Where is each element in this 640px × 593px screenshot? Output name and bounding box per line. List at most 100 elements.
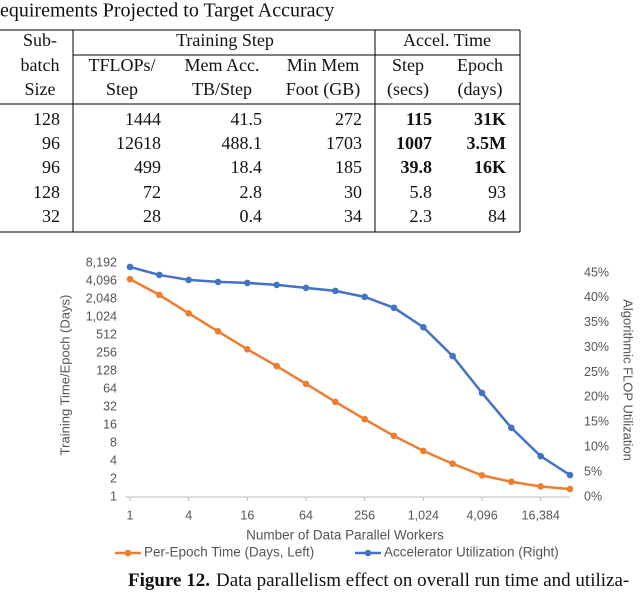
data-point	[214, 328, 222, 335]
table-cell: 28	[143, 206, 161, 226]
x-tick-label: 16,384	[522, 508, 560, 522]
y2-tick-label: 30%	[584, 340, 609, 354]
data-point	[508, 424, 515, 432]
table-cell: 30	[344, 182, 362, 202]
table-cell: 0.4	[240, 206, 263, 226]
legend-label: Per-Epoch Time (Days, Left)	[144, 545, 314, 560]
column-header: batch	[21, 55, 60, 75]
table-cell: 2.3	[410, 206, 433, 226]
y-tick-label: 128	[96, 363, 117, 377]
table-cell: 272	[335, 109, 362, 129]
y-tick-label: 4,096	[86, 273, 117, 287]
x-tick-label: 16	[240, 508, 254, 522]
table-cell: 115	[406, 109, 432, 129]
table-cell: 18.4	[231, 157, 263, 177]
data-point	[420, 323, 427, 331]
y-tick-label: 512	[96, 327, 117, 341]
table-rules	[0, 29, 521, 233]
table-cell: 84	[488, 206, 506, 226]
y-tick-label: 8	[110, 435, 117, 449]
table-cell: 5.8	[410, 182, 433, 202]
y2-tick-label: 20%	[584, 390, 609, 404]
table-cell: 1007	[396, 133, 432, 153]
data-point	[508, 478, 515, 486]
table-cell: 488.1	[222, 133, 263, 153]
table-cell: 3.5M	[467, 133, 507, 153]
table-cell: 12618	[116, 133, 161, 153]
x-axis-title: Number of Data Parallel Workers	[246, 528, 444, 543]
legend-marker	[364, 549, 372, 557]
data-point	[420, 447, 427, 455]
data-point	[361, 415, 368, 423]
data-point	[361, 293, 368, 301]
chart: 1 4 16 64 256 1,024 4,096 16,384 1 2 4 8 16 32 64 128 25…	[57, 255, 635, 559]
data-point	[390, 432, 398, 440]
column-header: Sub-	[23, 30, 57, 50]
caption: Figure 12. Data parallelism effect on ove…	[128, 570, 629, 591]
y-axis-title: Training Time/Epoch (Days)	[57, 295, 72, 456]
data-point	[449, 460, 456, 468]
y2-tick-label: 35%	[584, 315, 609, 329]
column-header: Foot (GB)	[286, 79, 361, 100]
data-point	[273, 362, 280, 370]
data-point	[273, 281, 280, 289]
table-cell: 16K	[474, 157, 506, 177]
y2-axis-title: Algorithmic FLOP Utilization	[621, 299, 636, 461]
caption-label: Figure 12.	[128, 570, 210, 591]
table-cell: 1444	[125, 109, 161, 129]
column-header: Epoch	[457, 55, 503, 75]
group-header: Accel. Time	[403, 30, 491, 50]
series-line	[129, 278, 571, 491]
y-tick-label: 256	[96, 345, 117, 359]
data-point	[156, 271, 163, 279]
legend-label: Accelerator Utilization (Right)	[384, 545, 559, 560]
x-tick-label: 256	[354, 508, 375, 522]
data-point	[332, 398, 339, 406]
y-tick-label: 32	[103, 399, 117, 413]
data-point	[244, 346, 251, 353]
y2-tick-label: 15%	[584, 415, 609, 429]
table-title: equirements Projected to Target Accuracy	[0, 0, 334, 22]
data-point	[214, 278, 222, 286]
table-cell: 2.8	[240, 182, 263, 202]
table-cell: 39.8	[401, 157, 433, 177]
group-header: Training Step	[176, 30, 274, 50]
data-point	[185, 310, 192, 317]
y-tick-label: 1	[110, 489, 117, 503]
data-point	[478, 472, 486, 479]
data-point	[302, 380, 310, 388]
data-point	[244, 279, 251, 287]
data-point	[185, 276, 192, 284]
y-tick-label: 4	[110, 453, 117, 467]
table-cell: 1703	[326, 133, 362, 153]
column-header: TFLOPs/	[88, 55, 155, 75]
table-cell: 499	[134, 157, 161, 177]
data-point	[156, 291, 163, 299]
table-cell: 32	[42, 206, 60, 226]
table-cell: 41.5	[231, 109, 263, 129]
table-cell: 93	[488, 182, 506, 202]
y2-tick-label: 40%	[584, 290, 609, 304]
y2-tick-label: 25%	[584, 365, 609, 379]
y2-tick-label: 5%	[584, 464, 602, 478]
column-header: (days)	[458, 79, 503, 100]
data-point	[449, 352, 456, 360]
y2-tick-label: 45%	[584, 265, 609, 279]
data-point	[126, 263, 134, 271]
y2-tick-label: 10%	[584, 440, 609, 454]
data-point	[390, 304, 398, 312]
x-tick-label: 64	[299, 508, 313, 522]
data-point	[332, 287, 339, 295]
table-cell: 128	[33, 109, 60, 129]
table-cell: 34	[344, 206, 362, 226]
data-point	[302, 284, 310, 292]
column-header: Mem Acc.	[185, 55, 260, 75]
legend-marker	[124, 549, 132, 557]
x-tick-label: 4	[185, 508, 192, 522]
table-cell: 31K	[474, 109, 506, 129]
y-tick-label: 64	[103, 381, 117, 395]
column-header: Step	[106, 79, 138, 99]
table-cell: 96	[42, 157, 60, 177]
y-tick-label: 16	[103, 417, 117, 431]
